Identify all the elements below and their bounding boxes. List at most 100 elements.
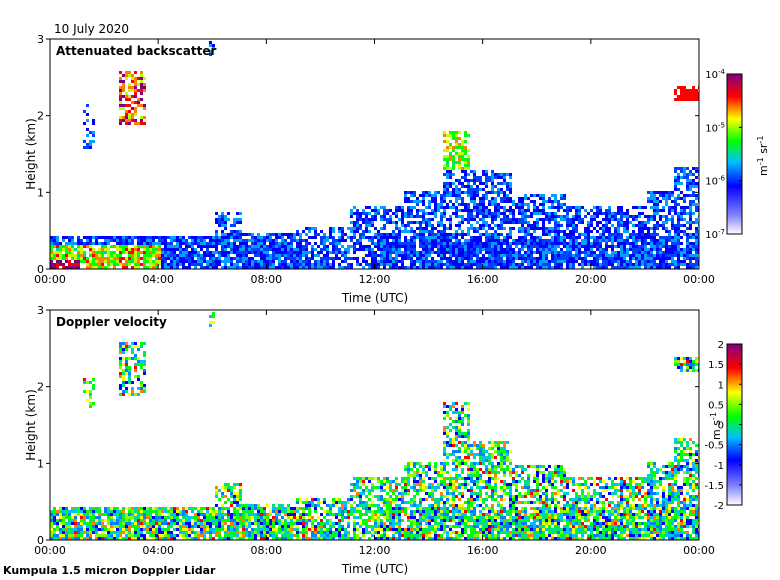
heatmap-cell (200, 519, 203, 522)
heatmap-cell (506, 266, 509, 269)
heatmap-cell (482, 182, 485, 185)
heatmap-cell (50, 239, 53, 242)
heatmap-cell (656, 257, 659, 260)
heatmap-cell (620, 254, 623, 257)
heatmap-cell (167, 251, 170, 254)
heatmap-cell (380, 206, 383, 209)
heatmap-cell (686, 233, 689, 236)
heatmap-cell (137, 537, 140, 540)
heatmap-cell (530, 200, 533, 203)
heatmap-cell (638, 227, 641, 230)
heatmap-cell (374, 218, 377, 221)
heatmap-cell (290, 510, 293, 513)
heatmap-cell (308, 260, 311, 263)
heatmap-cell (107, 513, 110, 516)
heatmap-cell (608, 215, 611, 218)
heatmap-cell (107, 510, 110, 513)
heatmap-cell (578, 221, 581, 224)
heatmap-cell (149, 251, 152, 254)
heatmap-cell (398, 236, 401, 239)
heatmap-cell (374, 516, 377, 519)
heatmap-cell (629, 236, 632, 239)
heatmap-cell (512, 242, 515, 245)
heatmap-cell (125, 239, 128, 242)
heatmap-cell (443, 245, 446, 248)
heatmap-cell (227, 236, 230, 239)
heatmap-cell (497, 224, 500, 227)
heatmap-cell (509, 236, 512, 239)
heatmap-cell (143, 77, 146, 80)
heatmap-cell (230, 486, 233, 489)
heatmap-cell (239, 239, 242, 242)
heatmap-cell (506, 263, 509, 266)
heatmap-cell (683, 257, 686, 260)
heatmap-cell (77, 266, 80, 269)
heatmap-cell (122, 510, 125, 513)
heatmap-cell (476, 188, 479, 191)
heatmap-cell (278, 248, 281, 251)
heatmap-cell (461, 233, 464, 236)
heatmap-cell (557, 203, 560, 206)
heatmap-cell (467, 158, 470, 161)
heatmap-cell (89, 519, 92, 522)
heatmap-cell (542, 248, 545, 251)
heatmap-cell (425, 212, 428, 215)
heatmap-cell (119, 86, 122, 89)
heatmap-cell (692, 254, 695, 257)
heatmap-cell (527, 239, 530, 242)
heatmap-cell (125, 507, 128, 510)
heatmap-cell (524, 215, 527, 218)
heatmap-cell (692, 212, 695, 215)
heatmap-cell (206, 248, 209, 251)
heatmap-cell (152, 522, 155, 525)
heatmap-cell (428, 263, 431, 266)
heatmap-cell (503, 248, 506, 251)
heatmap-cell (332, 498, 335, 501)
heatmap-cell (77, 513, 80, 516)
heatmap-cell (548, 197, 551, 200)
heatmap-cell (140, 525, 143, 528)
heatmap-cell (446, 176, 449, 179)
heatmap-cell (599, 257, 602, 260)
heatmap-cell (494, 251, 497, 254)
heatmap-cell (65, 528, 68, 531)
heatmap-cell (530, 236, 533, 239)
heatmap-cell (233, 248, 236, 251)
heatmap-cell (674, 185, 677, 188)
heatmap-cell (374, 260, 377, 263)
heatmap-cell (542, 251, 545, 254)
heatmap-cell (317, 498, 320, 501)
heatmap-cell (425, 194, 428, 197)
heatmap-cell (314, 266, 317, 269)
heatmap-cell (287, 236, 290, 239)
heatmap-cell (563, 209, 566, 212)
heatmap-cell (557, 239, 560, 242)
heatmap-cell (422, 212, 425, 215)
heatmap-cell (95, 525, 98, 528)
heatmap-cell (329, 513, 332, 516)
heatmap-cell (131, 251, 134, 254)
heatmap-cell (539, 251, 542, 254)
heatmap-cell (131, 534, 134, 537)
heatmap-cell (485, 236, 488, 239)
heatmap-cell (569, 218, 572, 221)
heatmap-cell (269, 233, 272, 236)
heatmap-cell (461, 263, 464, 266)
heatmap-cell (674, 251, 677, 254)
heatmap-cell (350, 230, 353, 233)
heatmap-cell (689, 203, 692, 206)
heatmap-cell (299, 233, 302, 236)
heatmap-cell (320, 519, 323, 522)
heatmap-cell (284, 513, 287, 516)
heatmap-cell (368, 248, 371, 251)
heatmap-cell (452, 137, 455, 140)
heatmap-cell (131, 119, 134, 122)
heatmap-cell (53, 519, 56, 522)
heatmap-cell (221, 236, 224, 239)
heatmap-cell (179, 263, 182, 266)
heatmap-cell (350, 507, 353, 510)
heatmap-cell (407, 239, 410, 242)
heatmap-cell (479, 248, 482, 251)
heatmap-cell (194, 531, 197, 534)
heatmap-cell (272, 254, 275, 257)
